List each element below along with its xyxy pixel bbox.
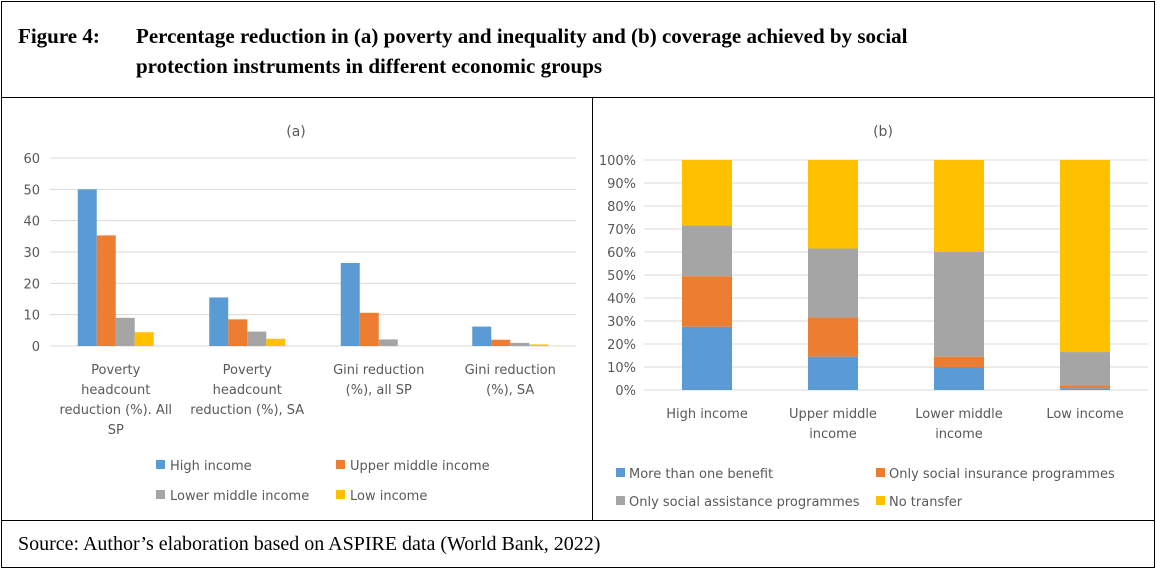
chart-a-bar — [359, 312, 379, 346]
chart-b-category-label: High income — [666, 407, 748, 422]
chart-b-legend-swatch — [616, 496, 625, 505]
chart-a-legend-label: Upper middle income — [350, 459, 490, 474]
figure-title: Figure 4: Percentage reduction in (a) po… — [2, 2, 1154, 98]
chart-b-ytick-label: 0% — [615, 384, 636, 399]
chart-b-bar-segment — [1060, 385, 1110, 389]
chart-b-ytick-label: 30% — [607, 315, 636, 330]
chart-b-ytick-label: 80% — [607, 200, 636, 215]
chart-b-bar-segment — [808, 356, 858, 390]
chart-b-bar-segment — [808, 248, 858, 318]
chart-b-title: (b) — [873, 124, 893, 140]
chart-b-category-label: income — [935, 427, 983, 442]
chart-b-ytick-label: 10% — [607, 361, 636, 376]
chart-b-ytick-label: 100% — [599, 154, 636, 169]
chart-b-bar-segment — [682, 160, 732, 226]
chart-a-category-label: SP — [108, 423, 124, 438]
chart-a-bar — [529, 344, 549, 346]
chart-a-category-label: Poverty — [91, 363, 140, 378]
chart-a-title: (a) — [286, 124, 306, 140]
chart-panel-b: (b) 0% 10% 20% 30% 40% 50% 60% 70% 80% 90% 100% High… — [598, 108, 1154, 518]
chart-a-bar — [266, 338, 286, 346]
chart-a-bar — [491, 339, 511, 346]
chart-b-bar-segment — [682, 326, 732, 390]
chart-a-legend-swatch — [156, 490, 165, 499]
chart-a-category-label: reduction (%). All — [59, 403, 172, 418]
panel-divider — [592, 98, 593, 520]
chart-b-bar-segment — [1060, 160, 1110, 353]
chart-b-bar-segment — [682, 225, 732, 277]
chart-b: (b) 0% 10% 20% 30% 40% 50% 60% 70% 80% 90% 100% High… — [599, 124, 1148, 510]
chart-b-legend-label: Only social assistance programmes — [629, 495, 860, 510]
chart-b-category-label: Upper middle — [789, 407, 877, 422]
chart-a-ytick-label: 60 — [23, 152, 40, 167]
chart-a-legend-swatch — [156, 460, 165, 469]
chart-a-category-label: reduction (%), SA — [190, 403, 304, 418]
chart-b-ytick-label: 90% — [607, 177, 636, 192]
chart-b-category-label: income — [809, 427, 857, 442]
chart-a-legend-label: Lower middle income — [170, 489, 309, 504]
chart-a-category-label: Poverty — [223, 363, 272, 378]
chart-a-ytick-label: 50 — [23, 183, 40, 198]
figure-label: Figure 4: — [18, 24, 100, 48]
chart-b-legend-label: Only social insurance programmes — [889, 467, 1115, 482]
chart-a-bar — [247, 331, 267, 346]
chart-b-bar-segment — [934, 160, 984, 252]
chart-a-legend-swatch — [336, 490, 345, 499]
chart-a-bar — [228, 319, 248, 346]
chart-b-legend-swatch — [616, 468, 625, 477]
chart-b-bar-segment — [934, 252, 984, 357]
chart-a-category-label: Gini reduction — [465, 363, 556, 378]
chart-b-bar-segment — [934, 367, 984, 390]
chart-b-category-label: Lower middle — [915, 407, 1002, 422]
chart-a-bar — [77, 189, 97, 346]
chart-a-bar — [378, 339, 398, 346]
chart-a-bar — [96, 235, 116, 346]
chart-b-legend-swatch — [876, 496, 885, 505]
chart-b-bar-segment — [682, 276, 732, 327]
chart-a-category-label: Gini reduction — [333, 363, 424, 378]
chart-b-category-label: Low income — [1046, 407, 1123, 422]
chart-b-bar-segment — [1060, 352, 1110, 386]
figure-title-line-2: protection instruments in different econ… — [136, 54, 603, 78]
chart-a: (a) 0 10 20 30 40 50 60 Poverty headcount reductio… — [23, 124, 576, 504]
chart-a-bar — [472, 326, 492, 346]
chart-b-ytick-label: 40% — [607, 292, 636, 307]
chart-b-bar-segment — [808, 317, 858, 357]
chart-a-ytick-label: 30 — [23, 246, 40, 261]
chart-a-ytick-label: 20 — [23, 277, 40, 292]
chart-a-legend-label: High income — [170, 459, 252, 474]
chart-a-ytick-label: 0 — [32, 340, 40, 355]
chart-a-bar — [510, 342, 530, 346]
chart-b-ytick-label: 20% — [607, 338, 636, 353]
chart-a-legend-label: Low income — [350, 489, 427, 504]
chart-a-category-label: headcount — [81, 383, 150, 398]
source-note: Source: Author’s elaboration based on AS… — [2, 521, 1154, 567]
chart-a-category-label: (%), all SP — [346, 383, 412, 398]
chart-a-legend-swatch — [336, 460, 345, 469]
chart-a-bar — [115, 317, 135, 346]
chart-b-legend-label: More than one benefit — [629, 467, 773, 482]
chart-b-bar-segment — [1060, 388, 1110, 390]
chart-b-ytick-label: 50% — [607, 269, 636, 284]
chart-a-bar — [209, 297, 229, 346]
charts-row: (a) 0 10 20 30 40 50 60 Poverty headcount reductio… — [2, 98, 1154, 521]
chart-a-ytick-label: 40 — [23, 215, 40, 230]
chart-a-ytick-label: 10 — [23, 309, 40, 324]
chart-b-ytick-label: 60% — [607, 246, 636, 261]
chart-a-bar — [340, 262, 360, 346]
chart-b-legend-swatch — [876, 468, 885, 477]
chart-a-category-label: (%), SA — [486, 383, 534, 398]
chart-b-legend-label: No transfer — [889, 495, 963, 510]
figure-title-line-1: Percentage reduction in (a) poverty and … — [136, 24, 908, 48]
chart-b-ytick-label: 70% — [607, 223, 636, 238]
chart-panel-a: (a) 0 10 20 30 40 50 60 Poverty headcount reductio… — [6, 108, 586, 518]
chart-b-bar-segment — [934, 356, 984, 367]
chart-a-bar — [134, 332, 154, 346]
source-text: Source: Author’s elaboration based on AS… — [18, 533, 601, 555]
chart-a-category-label: headcount — [213, 383, 282, 398]
chart-b-bar-segment — [808, 160, 858, 249]
